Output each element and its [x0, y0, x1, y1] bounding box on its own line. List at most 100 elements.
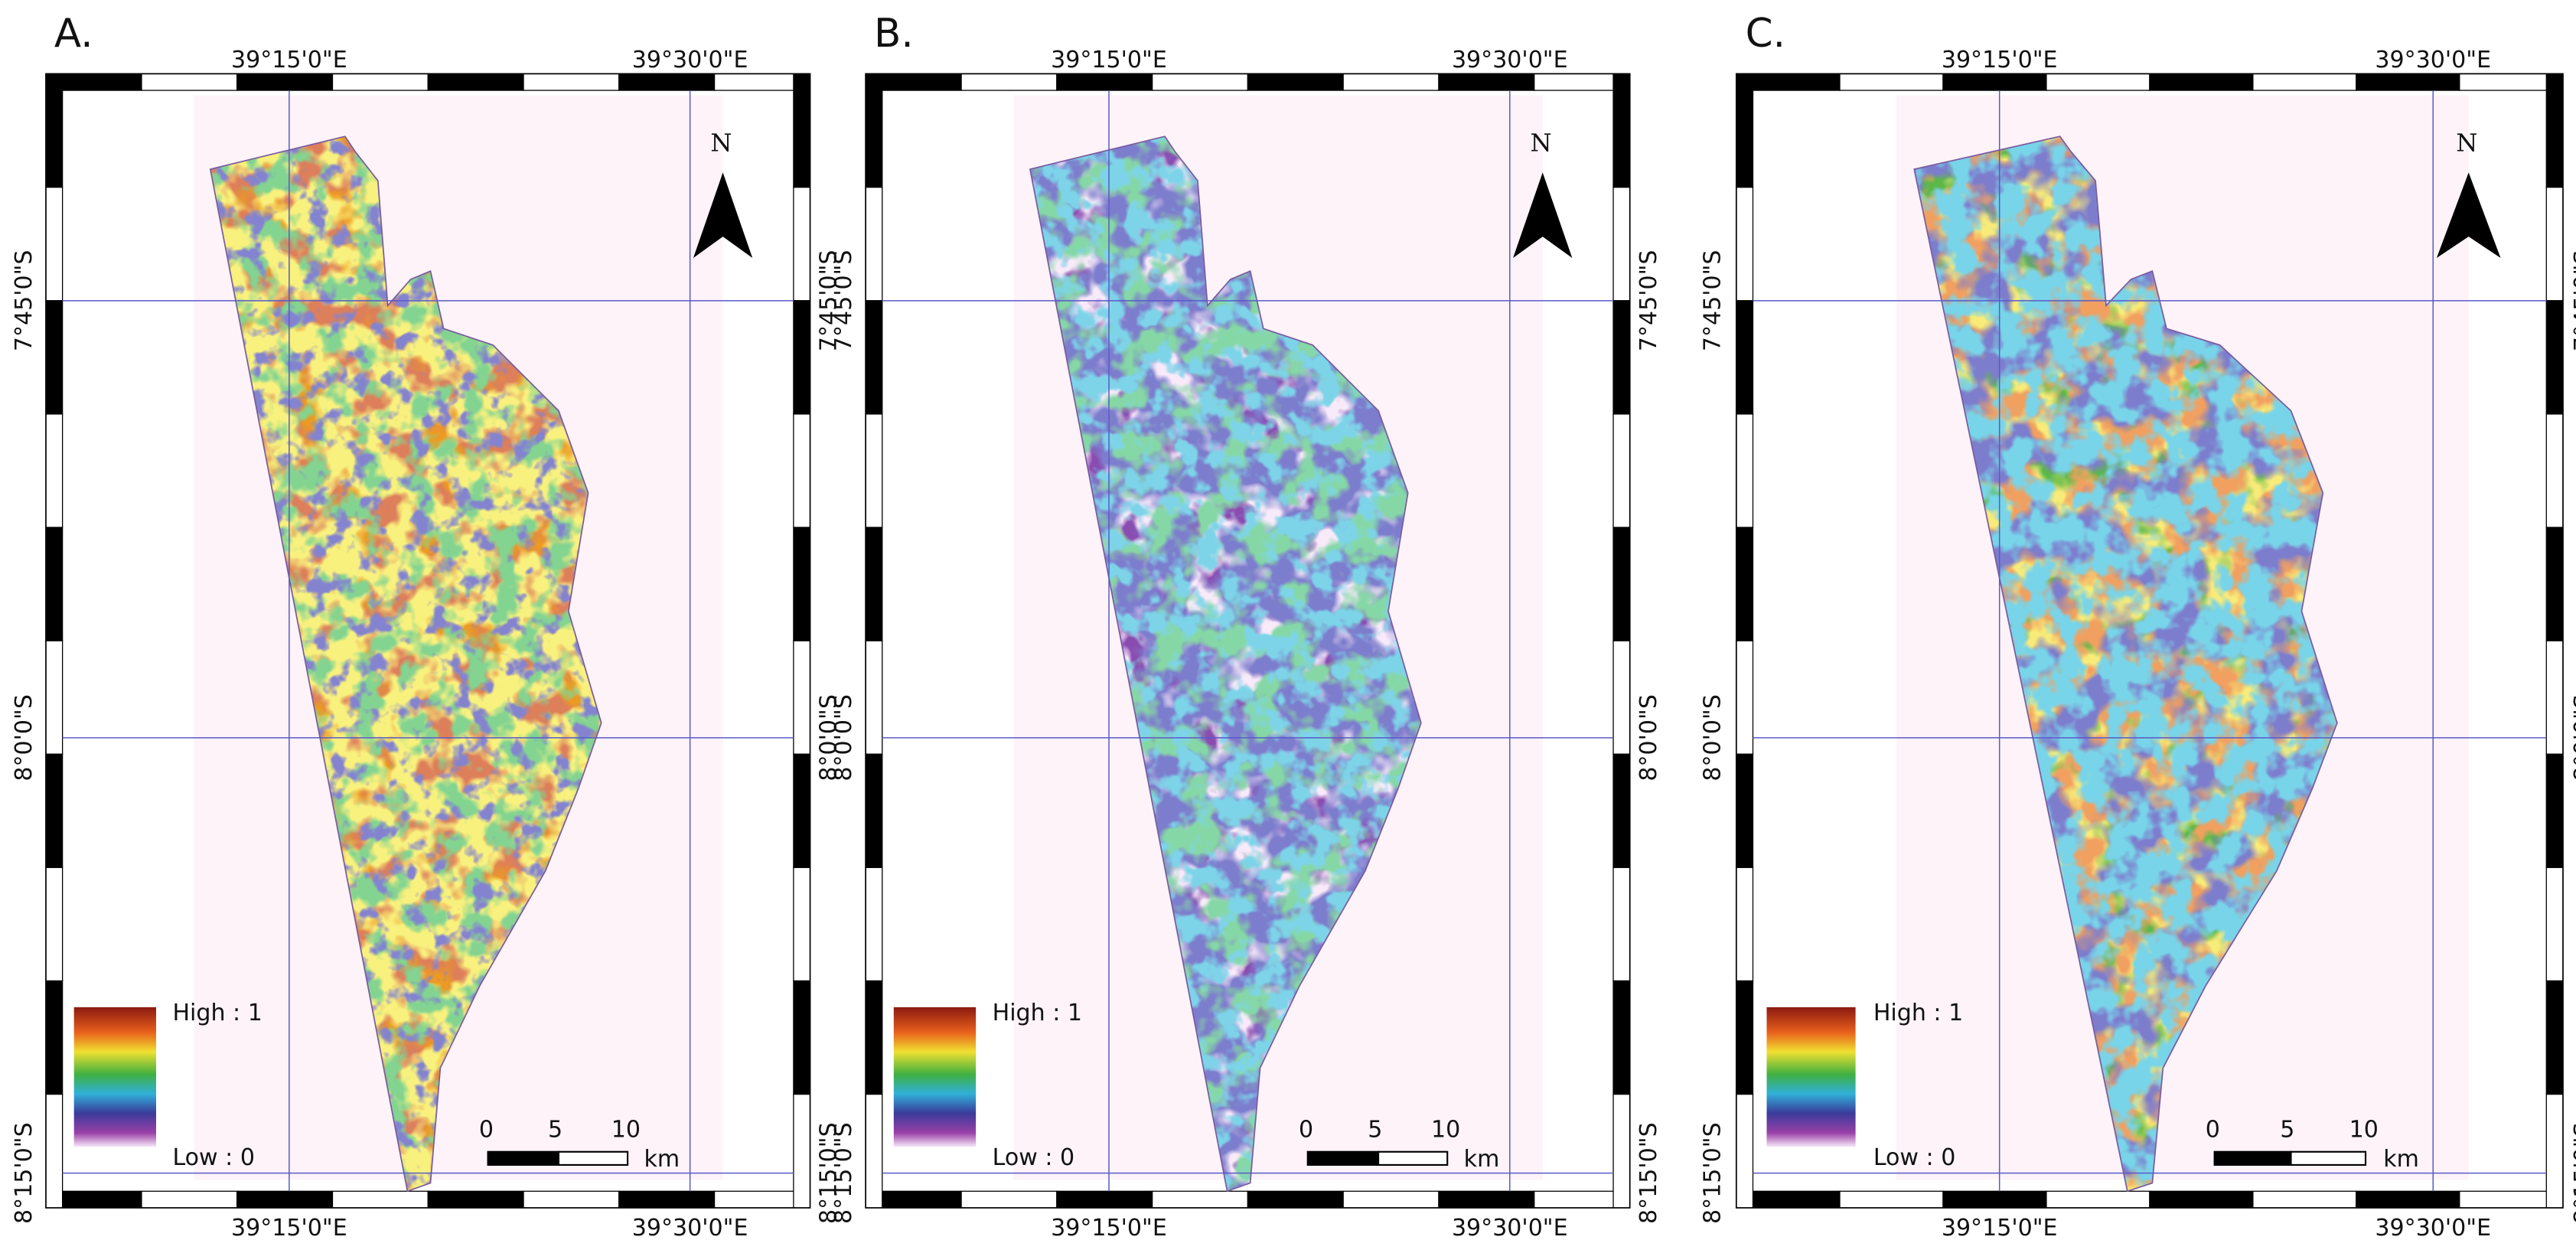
- frame-segment: [1056, 1190, 1153, 1209]
- map-panel: B. 39°15'0"E 39°15'0"E 39°30'0"E 39°30'0"E 7°…: [830, 11, 1662, 1242]
- frame-segment: [793, 527, 810, 641]
- frame-segment: [331, 73, 429, 91]
- frame-segment: [1736, 300, 1754, 415]
- frame-segment: [2545, 980, 2564, 1095]
- frame-segment: [2356, 73, 2460, 91]
- frame-segment: [523, 73, 620, 91]
- frame-segment: [1612, 866, 1631, 982]
- longitude-label: 39°15'0"E: [231, 1215, 347, 1242]
- study-area-outline: [1913, 135, 2338, 1193]
- frame-segment: [865, 1093, 883, 1209]
- frame-segment: [523, 1190, 620, 1209]
- north-arrow: [1513, 172, 1573, 259]
- latitude-label: 8°15'0"S: [1699, 1122, 1726, 1224]
- frame-segment: [1736, 866, 1754, 982]
- latitude-label: 8°15'0"S: [830, 1122, 857, 1224]
- frame-segment: [1942, 1190, 2047, 1209]
- frame-segment: [865, 866, 883, 982]
- frame-segment: [793, 413, 810, 528]
- frame-segment: [1839, 1190, 1944, 1209]
- legend-high: High : 1: [1873, 1000, 1963, 1026]
- north-label: N: [1530, 128, 1551, 157]
- frame-segment: [1151, 73, 1249, 91]
- frame-segment: [2545, 413, 2564, 528]
- frame-segment: [1342, 1190, 1440, 1209]
- frame-segment: [1736, 753, 1754, 869]
- frame-segment: [793, 300, 810, 415]
- latitude-label: 8°0'0"S: [816, 694, 843, 781]
- frame-segment: [793, 187, 810, 302]
- frame-segment: [2252, 73, 2357, 91]
- latitude-label: 8°0'0"S: [1635, 694, 1662, 781]
- frame-segment: [1942, 73, 2047, 91]
- frame-segment: [1438, 1190, 1535, 1209]
- scale-unit: km: [2383, 1146, 2419, 1173]
- map-panel: C. 39°15'0"E 39°15'0"E 39°30'0"E 39°30'0"E 7°…: [1699, 11, 2576, 1242]
- legend-low: Low : 0: [1873, 1144, 1956, 1171]
- frame-segment: [1736, 640, 1754, 755]
- longitude-label: 39°30'0"E: [1452, 1215, 1568, 1242]
- longitude-label: 39°30'0"E: [2375, 47, 2491, 73]
- frame-segment: [427, 1190, 524, 1209]
- legend-ramp: [1766, 1007, 1856, 1147]
- frame-segment: [2252, 1190, 2357, 1209]
- frame-segment: [1736, 1093, 1754, 1209]
- frame-segment: [45, 187, 64, 302]
- frame-segment: [1736, 980, 1754, 1095]
- frame-segment: [865, 980, 883, 1095]
- north-label: N: [2456, 128, 2477, 157]
- frame-segment: [236, 1190, 334, 1209]
- frame-segment: [865, 73, 883, 188]
- frame-segment: [793, 73, 810, 188]
- latitude-label: 8°0'0"S: [11, 694, 37, 781]
- longitude-label: 39°30'0"E: [2375, 1215, 2491, 1242]
- frame-segment: [1736, 187, 1754, 302]
- frame-segment: [2046, 73, 2150, 91]
- latitude-label: 8°0'0"S: [830, 694, 857, 781]
- legend-high: High : 1: [993, 1000, 1082, 1026]
- longitude-label: 39°30'0"E: [632, 47, 748, 73]
- latitude-label: 8°15'0"S: [11, 1122, 37, 1224]
- frame-segment: [865, 527, 883, 641]
- frame-segment: [1342, 73, 1440, 91]
- frame-segment: [45, 73, 64, 188]
- frame-segment: [1839, 73, 1944, 91]
- frame-segment: [865, 640, 883, 755]
- latitude-label: 8°0'0"S: [2570, 694, 2576, 781]
- frame-segment: [45, 1093, 64, 1209]
- scale-unit: km: [644, 1146, 680, 1173]
- scale-bar-segment: [557, 1150, 629, 1167]
- scale-tick-label: 0: [479, 1116, 494, 1143]
- latitude-label: 7°45'0"S: [11, 250, 37, 352]
- latitude-label: 8°15'0"S: [2570, 1122, 2576, 1224]
- frame-segment: [1612, 300, 1631, 415]
- frame-segment: [1151, 1190, 1249, 1209]
- frame-segment: [2356, 1190, 2460, 1209]
- scale-bar-segment: [1377, 1150, 1449, 1167]
- frame-segment: [865, 187, 883, 302]
- frame-segment: [793, 640, 810, 755]
- legend-low: Low : 0: [993, 1144, 1075, 1171]
- frame-segment: [331, 1190, 429, 1209]
- legend-low: Low : 0: [172, 1144, 255, 1171]
- frame-segment: [45, 300, 64, 415]
- scale-tick-label: 10: [2349, 1116, 2379, 1143]
- frame-segment: [1056, 73, 1153, 91]
- frame-segment: [1612, 753, 1631, 869]
- latitude-label: 7°45'0"S: [1635, 250, 1662, 352]
- latitude-label: 8°15'0"S: [816, 1122, 843, 1224]
- scale-tick-label: 0: [1299, 1116, 1313, 1143]
- frame-segment: [1247, 1190, 1344, 1209]
- frame-segment: [960, 1190, 1058, 1209]
- legend-ramp: [73, 1007, 156, 1147]
- longitude-label: 39°30'0"E: [1452, 47, 1568, 73]
- frame-segment: [2149, 1190, 2254, 1209]
- scale-tick-label: 5: [548, 1116, 562, 1143]
- frame-segment: [1612, 187, 1631, 302]
- frame-segment: [1736, 527, 1754, 641]
- frame-segment: [427, 73, 524, 91]
- frame-segment: [793, 866, 810, 982]
- frame-segment: [960, 73, 1058, 91]
- longitude-label: 39°15'0"E: [1051, 1215, 1167, 1242]
- latitude-label: 7°45'0"S: [2570, 250, 2576, 352]
